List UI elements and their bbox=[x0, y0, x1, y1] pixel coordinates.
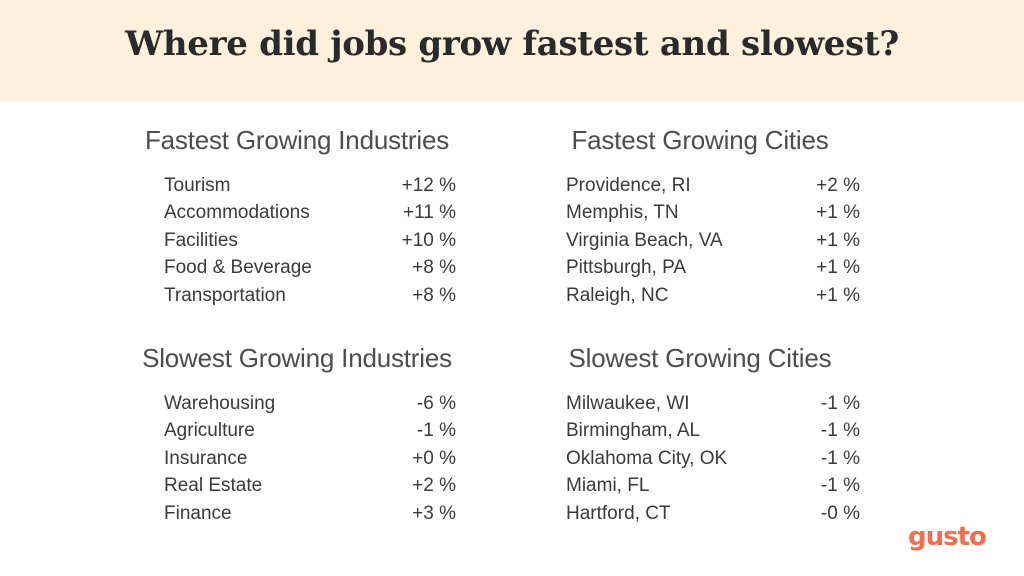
item-value: -1 % bbox=[820, 475, 860, 497]
item-name: Facilities bbox=[164, 229, 238, 251]
item-value: -0 % bbox=[820, 502, 860, 524]
item-value: +11 % bbox=[403, 202, 456, 224]
item-name: Birmingham, AL bbox=[566, 420, 701, 442]
item-value: +8 % bbox=[412, 257, 456, 279]
list-item: Agriculture -1 % bbox=[138, 420, 456, 447]
item-name: Tourism bbox=[164, 175, 231, 196]
list-item: Finance +3 % bbox=[138, 503, 456, 530]
list-item: Facilities +10 % bbox=[138, 230, 456, 257]
section-heading: Slowest Growing Industries bbox=[142, 343, 452, 373]
item-name: Warehousing bbox=[164, 393, 276, 414]
item-name: Transportation bbox=[164, 284, 286, 306]
list-item: Providence, RI +2 % bbox=[540, 175, 860, 202]
list-item: Virginia Beach, VA +1 % bbox=[540, 230, 860, 257]
list-item: Food & Beverage +8 % bbox=[138, 257, 456, 284]
slowest-industries-section: Slowest Growing Industries Warehousing -6… bbox=[138, 343, 456, 524]
item-value: +1 % bbox=[816, 229, 860, 251]
item-name: Agriculture bbox=[164, 420, 255, 442]
item-name: Milwaukee, WI bbox=[566, 393, 690, 414]
list-item: Insurance +0 % bbox=[138, 448, 456, 475]
item-value: +12 % bbox=[401, 175, 456, 196]
item-value: -1 % bbox=[820, 447, 860, 469]
item-value: +0 % bbox=[412, 447, 456, 469]
item-value: +1 % bbox=[816, 257, 860, 279]
item-value: -1 % bbox=[820, 420, 860, 442]
list-item: Real Estate +2 % bbox=[138, 475, 456, 502]
item-name: Hartford, CT bbox=[566, 502, 671, 524]
item-name: Providence, RI bbox=[566, 175, 691, 196]
item-name: Real Estate bbox=[164, 475, 263, 497]
section-heading: Fastest Growing Cities bbox=[571, 125, 829, 155]
fastest-cities-section: Fastest Growing Cities Providence, RI +2 … bbox=[540, 125, 860, 306]
list-item: Raleigh, NC +1 % bbox=[540, 285, 860, 312]
list-item: Oklahoma City, OK -1 % bbox=[540, 448, 860, 475]
item-value: -1 % bbox=[820, 393, 860, 414]
gusto-logo: gusto bbox=[908, 522, 987, 552]
item-value: +1 % bbox=[816, 202, 860, 224]
list-item: Miami, FL -1 % bbox=[540, 475, 860, 502]
list-item: Pittsburgh, PA +1 % bbox=[540, 257, 860, 284]
section-heading: Fastest Growing Industries bbox=[144, 125, 450, 155]
list-item: Hartford, CT -0 % bbox=[540, 503, 860, 530]
list-item: Warehousing -6 % bbox=[138, 393, 456, 420]
item-value: +3 % bbox=[412, 502, 456, 524]
item-value: +2 % bbox=[412, 475, 456, 497]
item-name: Food & Beverage bbox=[164, 257, 312, 279]
item-name: Finance bbox=[164, 502, 232, 524]
list-item: Memphis, TN +1 % bbox=[540, 202, 860, 229]
fastest-industries-section: Fastest Growing Industries Tourism +12 % … bbox=[138, 125, 456, 306]
page-title: Where did jobs grow fastest and slowest? bbox=[124, 24, 899, 64]
item-value: -1 % bbox=[416, 420, 456, 442]
item-name: Insurance bbox=[164, 447, 248, 469]
fastest-industries-list: Tourism +12 % Accommodations +11 % Facilit… bbox=[138, 175, 456, 312]
item-value: +1 % bbox=[816, 284, 860, 306]
item-value: +2 % bbox=[816, 175, 860, 196]
list-item: Milwaukee, WI -1 % bbox=[540, 393, 860, 420]
item-name: Accommodations bbox=[164, 202, 310, 224]
item-name: Raleigh, NC bbox=[566, 284, 669, 306]
slowest-cities-section: Slowest Growing Cities Milwaukee, WI -1 %… bbox=[540, 343, 860, 524]
list-item: Transportation +8 % bbox=[138, 285, 456, 312]
list-item: Accommodations +11 % bbox=[138, 202, 456, 229]
list-item: Tourism +12 % bbox=[138, 175, 456, 202]
list-item: Birmingham, AL -1 % bbox=[540, 420, 860, 447]
item-name: Virginia Beach, VA bbox=[566, 229, 723, 251]
item-name: Pittsburgh, PA bbox=[566, 257, 687, 279]
section-heading: Slowest Growing Cities bbox=[568, 343, 832, 373]
item-value: +8 % bbox=[412, 284, 456, 306]
slowest-cities-list: Milwaukee, WI -1 % Birmingham, AL -1 % Okl… bbox=[540, 393, 860, 530]
item-name: Oklahoma City, OK bbox=[566, 447, 728, 469]
title-banner: Where did jobs grow fastest and slowest? bbox=[0, 0, 1024, 102]
item-name: Memphis, TN bbox=[566, 202, 679, 224]
fastest-cities-list: Providence, RI +2 % Memphis, TN +1 % Virgi… bbox=[540, 175, 860, 312]
item-name: Miami, FL bbox=[566, 475, 650, 497]
slowest-industries-list: Warehousing -6 % Agriculture -1 % Insuranc… bbox=[138, 393, 456, 530]
item-value: -6 % bbox=[416, 393, 456, 414]
item-value: +10 % bbox=[401, 229, 456, 251]
